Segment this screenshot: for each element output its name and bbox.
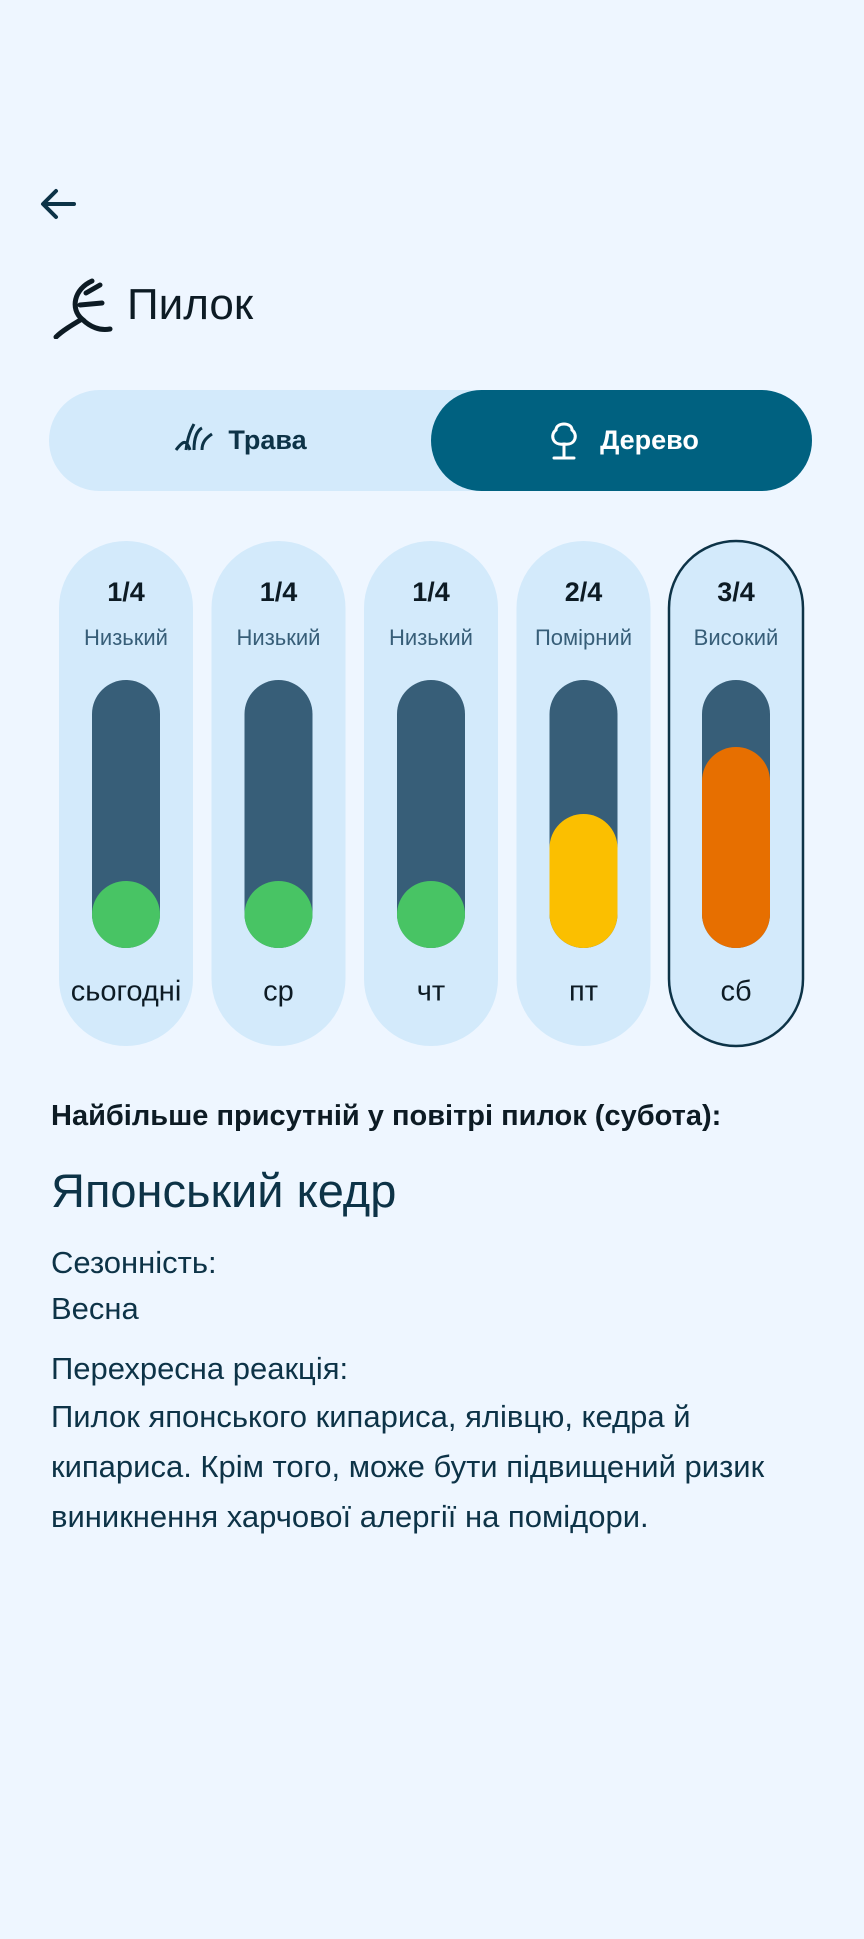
- tab-bar: Трава Дерево: [49, 390, 812, 491]
- label: Перехресна реакція:: [51, 1351, 349, 1386]
- score: 3/4: [717, 577, 755, 607]
- track: [92, 680, 160, 948]
- tab[interactable]: Дерево: [431, 390, 812, 491]
- day: сьогодні: [71, 976, 182, 1008]
- day-card[interactable]: 1/4 Низький ср: [211, 541, 346, 1046]
- label: Сезонність:: [51, 1245, 217, 1280]
- day-card[interactable]: 2/4 Помірний пт: [516, 541, 651, 1046]
- level: Високий: [694, 625, 779, 650]
- level: Низький: [237, 625, 321, 650]
- plant-name: Японський кедр: [51, 1164, 397, 1217]
- level: Помірний: [535, 625, 632, 650]
- level-bar: [549, 814, 618, 948]
- heading: Найбільше присутній у повітрі пилок (суб…: [51, 1100, 722, 1132]
- value: Пилок японського кипариса, ялівцю, кедра…: [51, 1399, 765, 1534]
- day-card[interactable]: 3/4 Високий сб: [667, 539, 805, 1048]
- level: Низький: [389, 625, 473, 650]
- score: 1/4: [107, 577, 145, 607]
- tab-icon: [175, 422, 214, 451]
- page-title: Пилок: [127, 280, 254, 329]
- track: [397, 680, 465, 948]
- level-bar: [702, 747, 770, 948]
- level-bar: [397, 881, 465, 948]
- tab-label: Трава: [228, 425, 307, 455]
- day: сб: [720, 976, 751, 1008]
- tab-label: Дерево: [600, 425, 699, 455]
- value: Весна: [51, 1291, 139, 1326]
- back-button[interactable]: [36, 182, 80, 226]
- level-bar: [244, 881, 313, 948]
- day: чт: [417, 976, 445, 1008]
- tab[interactable]: Трава: [49, 390, 430, 491]
- day-card[interactable]: 1/4 Низький сьогодні: [59, 541, 193, 1046]
- score: 2/4: [565, 577, 603, 607]
- level: Низький: [84, 625, 168, 650]
- day: пт: [569, 976, 598, 1008]
- pollen-icon: [53, 278, 113, 339]
- score: 1/4: [412, 577, 450, 607]
- day-card[interactable]: 1/4 Низький чт: [364, 541, 498, 1046]
- tab-icon: [551, 422, 577, 459]
- details: Найбільше присутній у повітрі пилок (суб…: [51, 1100, 831, 1542]
- forecast: 1/4 Низький сьогодні 1/4 Низький ср 1/4 Низький…: [59, 539, 805, 1048]
- score: 1/4: [260, 577, 298, 607]
- track: [244, 680, 313, 948]
- day: ср: [263, 976, 294, 1008]
- level-bar: [92, 881, 160, 948]
